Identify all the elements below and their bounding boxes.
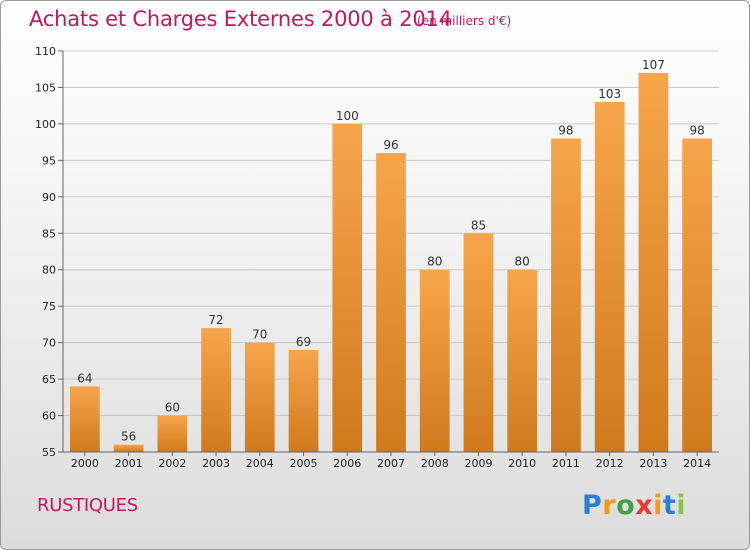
x-tick-label: 2000 xyxy=(71,457,99,470)
bar-2013 xyxy=(638,72,669,452)
y-tick-label: 65 xyxy=(42,373,56,386)
bar-2008 xyxy=(419,269,450,452)
data-label: 72 xyxy=(208,313,223,327)
bar-2012 xyxy=(594,102,625,452)
data-label: 100 xyxy=(336,109,359,123)
x-tick-label: 2011 xyxy=(552,457,580,470)
unit-note: (en milliers d'€) xyxy=(417,14,512,28)
bar-2005 xyxy=(288,349,319,452)
chart-title: Achats et Charges Externes 2000 à 2014 xyxy=(29,7,452,31)
data-label: 56 xyxy=(121,430,136,444)
logo-letter: t xyxy=(662,490,677,521)
x-tick-label: 2007 xyxy=(377,457,405,470)
data-label: 80 xyxy=(427,255,442,269)
x-tick-label: 2002 xyxy=(158,457,186,470)
bar-2009 xyxy=(463,233,494,452)
x-tick-label: 2006 xyxy=(333,457,361,470)
x-tick-label: 2012 xyxy=(596,457,624,470)
x-tick-label: 2009 xyxy=(464,457,492,470)
bar-2003 xyxy=(201,328,231,452)
y-tick-label: 100 xyxy=(35,118,56,131)
y-tick-label: 60 xyxy=(42,410,56,423)
data-label: 60 xyxy=(165,401,180,415)
logo-letter: i xyxy=(676,490,687,521)
y-tick-label: 110 xyxy=(35,45,56,58)
data-label: 107 xyxy=(642,58,665,72)
bar-2014 xyxy=(682,138,713,452)
logo-letter: o xyxy=(616,490,636,521)
logo-letter: i xyxy=(653,490,663,521)
bar-2011 xyxy=(551,138,581,452)
proxiti-logo[interactable]: Proxiti xyxy=(582,490,686,521)
x-tick-label: 2013 xyxy=(639,457,667,470)
logo-letter: x xyxy=(635,490,654,521)
bar-2004 xyxy=(244,342,275,452)
y-tick-label: 80 xyxy=(42,264,56,277)
y-tick-label: 95 xyxy=(42,154,56,167)
x-tick-label: 2010 xyxy=(508,457,536,470)
commune-name: RUSTIQUES xyxy=(37,495,138,516)
x-tick-label: 2005 xyxy=(290,457,318,470)
x-tick-label: 2008 xyxy=(421,457,449,470)
bar-2000 xyxy=(69,386,100,452)
data-label: 80 xyxy=(515,255,530,269)
y-tick-label: 75 xyxy=(42,300,56,313)
bar-2002 xyxy=(157,415,188,452)
x-tick-label: 2003 xyxy=(202,457,230,470)
data-label: 64 xyxy=(77,371,92,385)
data-label: 98 xyxy=(558,123,573,137)
bar-2010 xyxy=(507,269,538,452)
x-tick-label: 2004 xyxy=(246,457,274,470)
data-label: 96 xyxy=(383,138,398,152)
logo-letter: r xyxy=(602,490,617,521)
bar-2006 xyxy=(332,123,363,452)
bar-2007 xyxy=(376,153,406,452)
logo-letter: P xyxy=(582,490,603,521)
y-tick-label: 85 xyxy=(42,227,56,240)
data-label: 103 xyxy=(598,87,621,101)
y-tick-label: 55 xyxy=(42,446,56,459)
x-tick-label: 2001 xyxy=(115,457,143,470)
x-tick-label: 2014 xyxy=(683,457,711,470)
data-label: 70 xyxy=(252,328,267,342)
data-label: 69 xyxy=(296,335,311,349)
data-label: 85 xyxy=(471,218,486,232)
y-tick-label: 105 xyxy=(35,81,56,94)
bar-2001 xyxy=(113,444,144,452)
y-tick-label: 90 xyxy=(42,191,56,204)
data-label: 98 xyxy=(689,123,704,137)
y-tick-label: 70 xyxy=(42,337,56,350)
